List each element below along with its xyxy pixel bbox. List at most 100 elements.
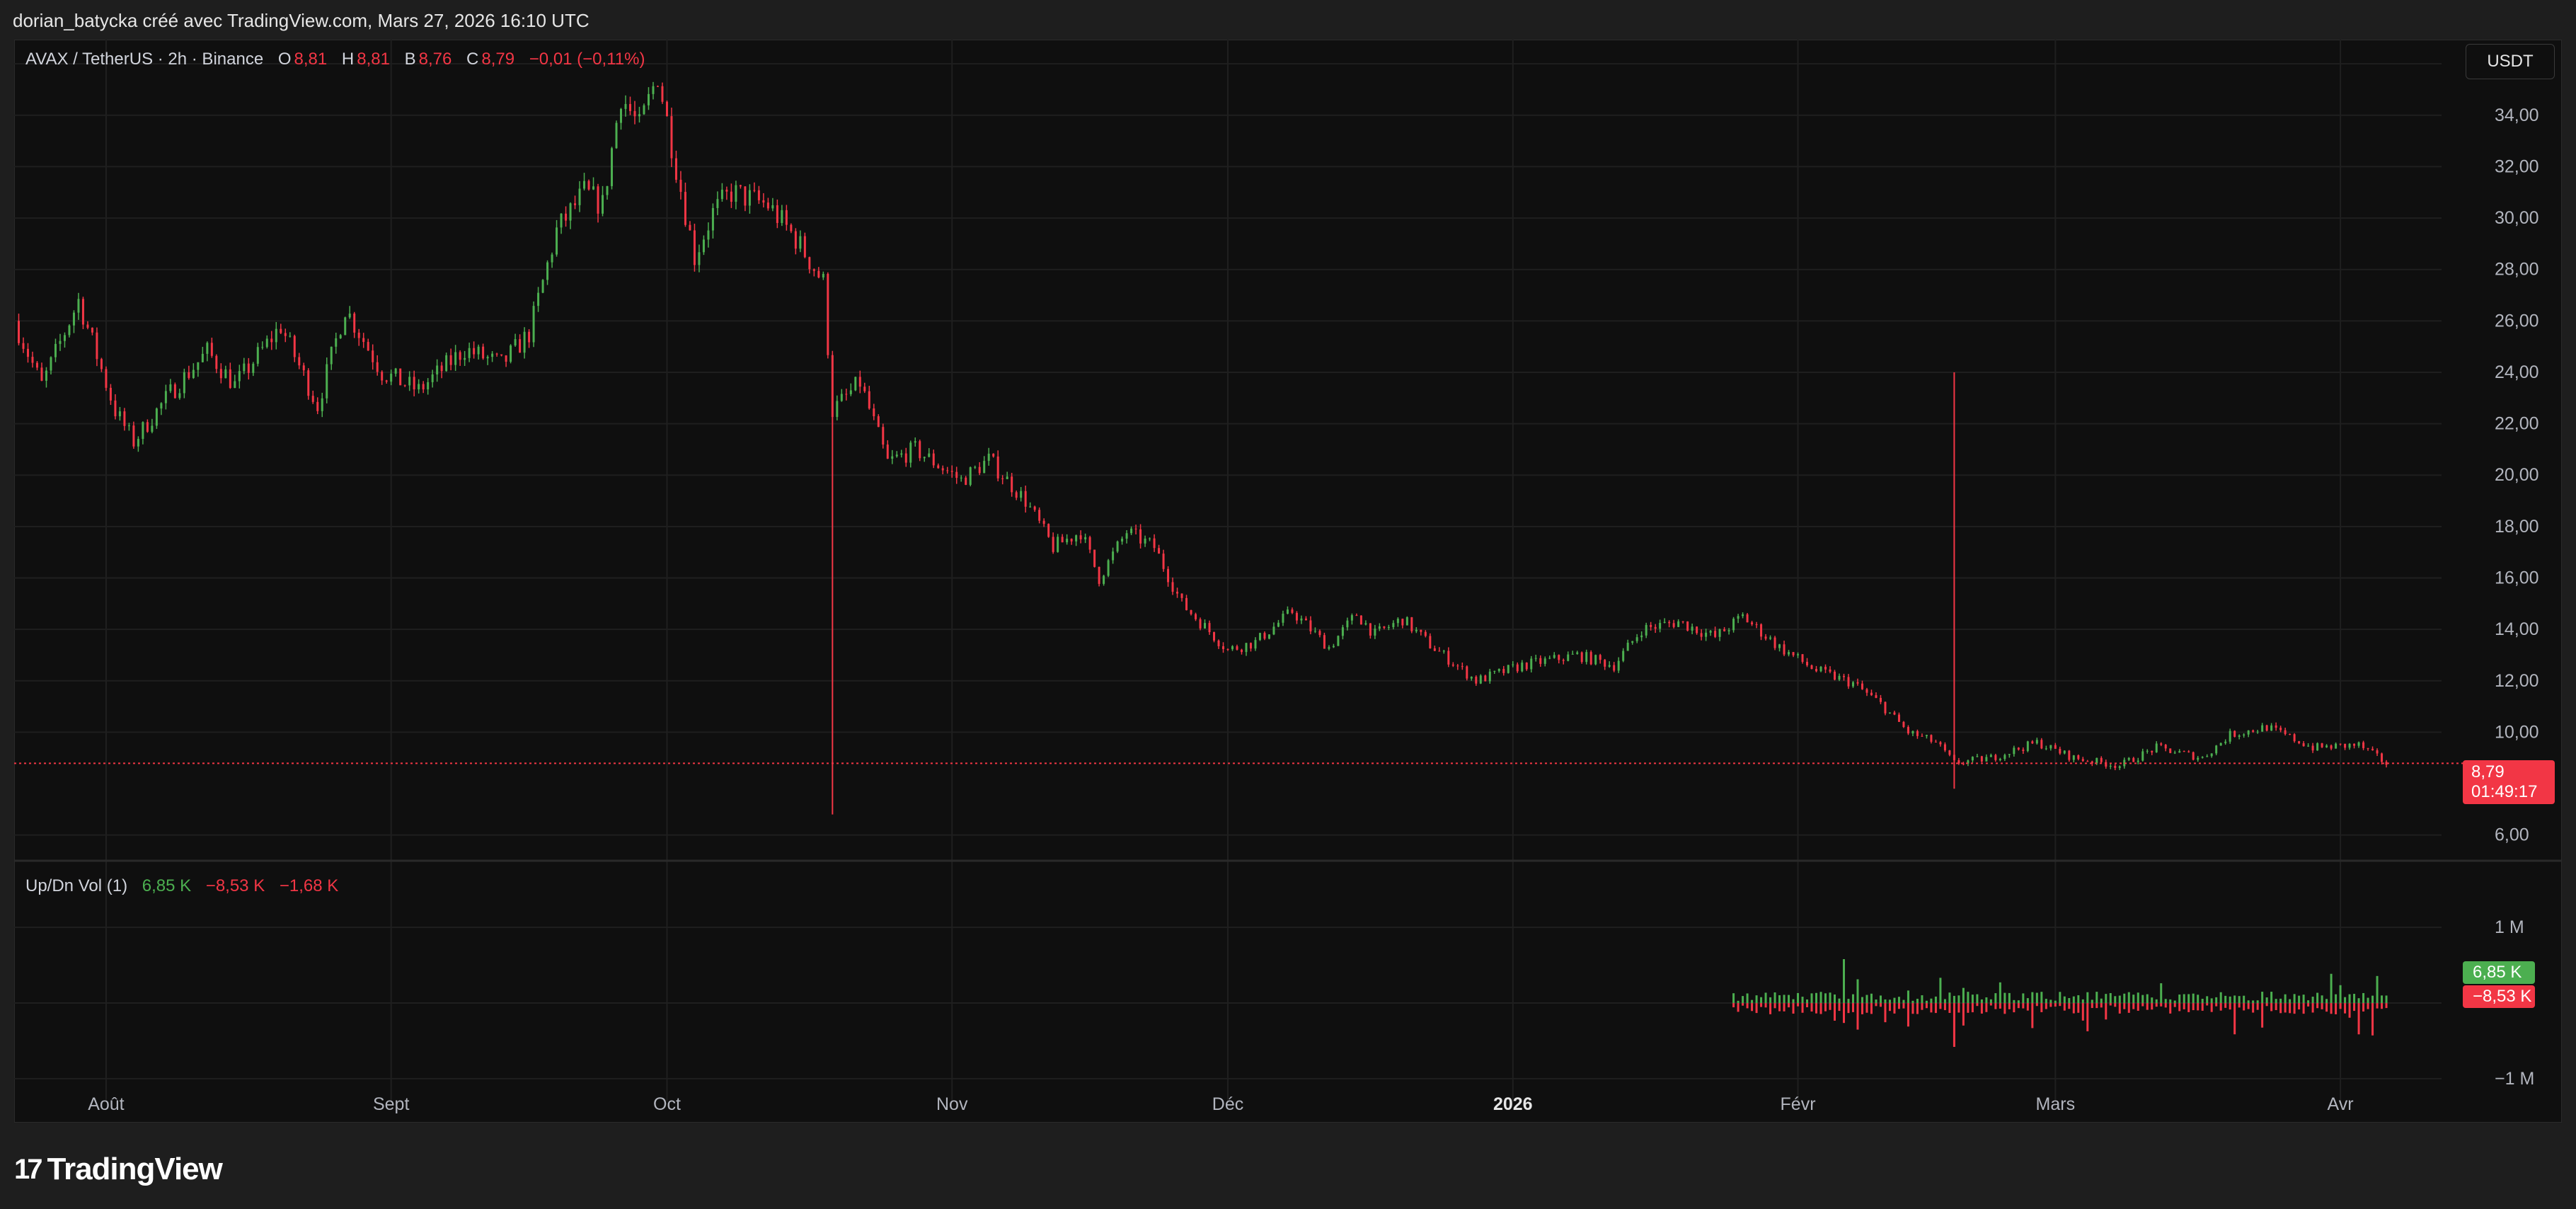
- footer-brand[interactable]: 17 TradingView: [14, 1148, 223, 1191]
- candle-body: [923, 457, 926, 459]
- candle-body: [482, 346, 485, 359]
- candle-body: [808, 257, 811, 270]
- candle-body: [2265, 725, 2268, 731]
- candle-body: [1718, 629, 1721, 637]
- candle-body: [1576, 652, 1579, 654]
- volume-up-bar: [1948, 992, 1951, 1004]
- time-axis-tick-label: Nov: [936, 1094, 968, 1114]
- volume-down-bar: [1989, 1003, 1992, 1006]
- candle-body: [210, 343, 213, 356]
- candle-body: [2132, 757, 2135, 762]
- candle-body: [753, 190, 756, 191]
- candle-body: [1589, 652, 1592, 665]
- candle-body: [602, 195, 604, 214]
- volume-down-bar: [1870, 1003, 1873, 1014]
- candle-body: [31, 357, 34, 363]
- candle-body: [2330, 745, 2333, 749]
- candle-body: [265, 338, 268, 348]
- volume-down-bar: [1893, 1003, 1896, 1014]
- volume-up-bar: [2293, 994, 2296, 1004]
- volume-down-bar: [1865, 1003, 1868, 1013]
- volume-up-bar: [2265, 997, 2268, 1004]
- candle-body: [836, 401, 839, 418]
- candle-body: [2206, 756, 2209, 757]
- candle-body: [2035, 740, 2038, 744]
- candle-body: [2013, 747, 2016, 755]
- currency-button[interactable]: USDT: [2466, 44, 2555, 79]
- volume-up-bar: [2187, 994, 2190, 1004]
- candle-body: [431, 374, 434, 382]
- volume-indicator-name[interactable]: Up/Dn Vol (1): [25, 876, 128, 895]
- candle-body: [960, 477, 962, 479]
- volume-up-bar: [1934, 996, 1937, 1004]
- volume-up-bar: [1907, 990, 1909, 1004]
- volume-down-bar: [2151, 1003, 2154, 1010]
- volume-down-bar: [2275, 1003, 2277, 1010]
- candle-body: [2118, 766, 2121, 768]
- candle-body: [854, 377, 857, 391]
- volume-down-bar: [2348, 1003, 2351, 1018]
- candle-body: [105, 369, 108, 388]
- candle-body: [1484, 675, 1487, 682]
- volume-up-bar: [2256, 1000, 2259, 1004]
- candle-body: [2192, 752, 2195, 760]
- candle-body: [560, 213, 563, 228]
- candle-body: [1433, 648, 1436, 651]
- volume-up-bar: [2081, 999, 2084, 1004]
- volume-down-bar: [1921, 1003, 1924, 1010]
- volume-down-bar: [2247, 1003, 2250, 1009]
- candle-body: [2311, 745, 2314, 751]
- candle-body: [464, 357, 466, 360]
- price-axis-tick-label: 30,00: [2495, 208, 2539, 228]
- candle-body: [1930, 735, 1933, 742]
- candle-body: [766, 202, 769, 209]
- candle-body: [275, 328, 277, 343]
- candle-body: [335, 338, 338, 347]
- candle-body: [413, 377, 415, 390]
- volume-down-bar: [1939, 1003, 1942, 1009]
- volume-up-bar: [1847, 999, 1850, 1004]
- candle-body: [698, 252, 701, 265]
- candle-body: [293, 336, 296, 357]
- volume-down-bar: [2344, 1003, 2347, 1014]
- symbol-title[interactable]: AVAX / TetherUS · 2h · Binance: [25, 50, 264, 69]
- volume-down-bar: [2330, 1003, 2333, 1014]
- chart-pane[interactable]: [14, 40, 2562, 1123]
- candle-body: [1539, 658, 1542, 664]
- volume-down-bar: [2261, 1003, 2264, 1028]
- tradingview-logo-icon: 17: [14, 1153, 42, 1185]
- candle-body: [1263, 633, 1266, 639]
- candle-body: [565, 213, 568, 221]
- volume-down-bar: [2279, 1003, 2282, 1014]
- candle-body: [532, 306, 535, 343]
- candle-body: [868, 391, 870, 409]
- volume-down-bar: [1801, 1003, 1804, 1013]
- candle-body: [1663, 621, 1666, 623]
- candle-body: [2335, 743, 2338, 749]
- volume-up-bar: [2233, 995, 2236, 1004]
- price-chart[interactable]: 36,0034,0032,0030,0028,0026,0024,0022,00…: [14, 40, 2562, 1123]
- candle-body: [1553, 655, 1556, 658]
- volume-down-bar: [2362, 1003, 2365, 1012]
- time-axis-tick-label: 2026: [1493, 1094, 1533, 1114]
- candle-body: [1672, 623, 1675, 627]
- candle-body: [1580, 652, 1583, 663]
- candle-body: [123, 411, 126, 426]
- candle-body: [1677, 621, 1680, 627]
- candle-body: [1267, 634, 1270, 639]
- candle-body: [1222, 646, 1225, 650]
- candle-body: [1245, 643, 1248, 653]
- volume-up-bar: [1985, 997, 1988, 1004]
- volume-down-bar: [1815, 1003, 1818, 1014]
- volume-down-tag: −8,53 K: [2463, 985, 2535, 1008]
- close-value: 8,79: [481, 50, 515, 69]
- candle-body: [1304, 618, 1307, 621]
- candle-body: [1989, 755, 1992, 757]
- candle-body: [77, 299, 80, 313]
- volume-down-bar: [2086, 1003, 2089, 1031]
- candle-body: [693, 230, 696, 265]
- candle-body: [2063, 750, 2066, 754]
- candle-body: [1047, 524, 1050, 537]
- candle-body: [541, 280, 544, 293]
- volume-down-bar: [2068, 1003, 2071, 1009]
